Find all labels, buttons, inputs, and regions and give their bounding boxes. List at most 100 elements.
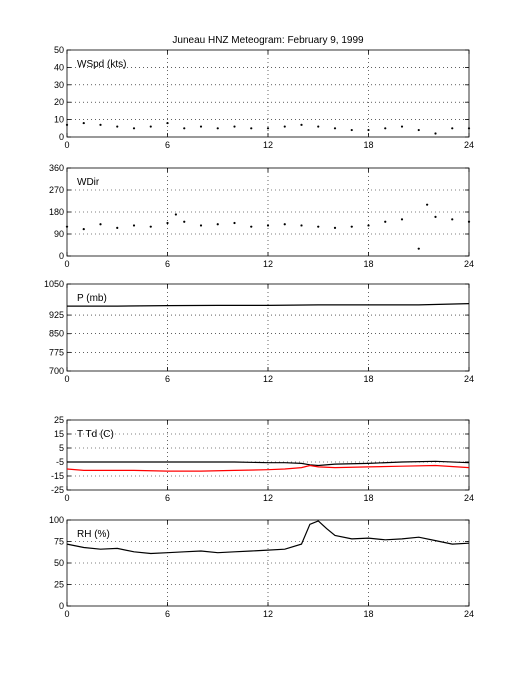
x-tick-label: 0 [64, 609, 69, 619]
y-tick-label: 5 [59, 443, 64, 453]
x-tick-label: 18 [363, 609, 373, 619]
y-tick-label: 90 [54, 229, 64, 239]
data-point [367, 224, 370, 227]
panel-3: 0 6 12 18 24 -25 -15 -5 5 15 25 T Td (C) [51, 415, 474, 503]
data-point [149, 125, 152, 128]
panel-label: WSpd (kts) [77, 59, 126, 70]
y-tick-label: 0 [59, 251, 64, 261]
panel-0: 0 6 12 18 24 0 10 20 30 40 50 WSpd (kts) [54, 45, 474, 150]
y-tick-label: -5 [56, 457, 64, 467]
data-point [216, 223, 219, 226]
data-point [467, 127, 471, 130]
data-point [183, 127, 186, 130]
x-tick-label: 24 [464, 140, 474, 150]
data-point [384, 220, 387, 223]
panel-1: 0 6 12 18 24 0 90 180 270 360 WDir [49, 163, 474, 269]
x-tick-label: 18 [363, 493, 373, 503]
y-tick-label: 360 [49, 163, 64, 173]
y-tick-label: 25 [54, 415, 64, 425]
data-point [451, 218, 454, 221]
data-point [317, 125, 320, 128]
data-point [266, 224, 270, 227]
x-tick-label: 6 [165, 493, 170, 503]
series-0 [65, 203, 471, 250]
series-line-0 [66, 520, 470, 555]
series-line-0 [67, 303, 470, 307]
data-point [82, 228, 85, 231]
x-tick-label: 6 [165, 374, 170, 384]
series-0 [65, 121, 471, 135]
x-tick-label: 6 [165, 140, 170, 150]
data-point [350, 128, 353, 132]
data-point [426, 203, 429, 206]
data-point [233, 221, 236, 225]
x-tick-label: 18 [363, 259, 373, 269]
y-tick-label: 270 [49, 185, 64, 195]
data-point [199, 224, 203, 227]
data-point [300, 224, 303, 227]
data-point [400, 218, 404, 221]
data-point [367, 128, 370, 132]
series-line-1 [66, 464, 470, 472]
data-point [82, 121, 85, 125]
x-tick-label: 18 [363, 374, 373, 384]
data-point [384, 127, 387, 130]
data-point [300, 123, 303, 126]
data-point [149, 225, 152, 228]
y-tick-label: 50 [54, 45, 64, 55]
data-point [166, 221, 169, 225]
panel-4: 0 6 12 18 24 0 25 50 75 100 RH (%) [49, 515, 474, 619]
y-tick-label: 100 [49, 515, 64, 525]
y-tick-label: 700 [49, 366, 64, 376]
y-tick-label: 1050 [44, 279, 64, 289]
y-tick-label: 15 [54, 429, 64, 439]
panel-label: P (mb) [77, 293, 107, 304]
data-point [99, 223, 102, 226]
data-point [350, 225, 353, 228]
x-tick-label: 0 [64, 140, 69, 150]
y-tick-label: 10 [54, 115, 64, 125]
data-point [166, 121, 169, 125]
y-tick-label: 25 [54, 580, 64, 590]
data-point [283, 125, 286, 128]
data-point [333, 226, 337, 229]
data-point [434, 132, 437, 135]
data-point [417, 128, 420, 132]
x-tick-label: 24 [464, 609, 474, 619]
axes-box [66, 283, 470, 372]
y-tick-label: -15 [51, 471, 64, 481]
data-point [250, 127, 253, 130]
axes-box [66, 419, 470, 491]
data-point [400, 125, 404, 128]
y-tick-label: 40 [54, 62, 64, 72]
data-point [266, 127, 270, 130]
data-point [467, 220, 471, 223]
x-tick-label: 12 [263, 259, 273, 269]
x-tick-label: 0 [64, 259, 69, 269]
data-point [116, 125, 119, 128]
x-tick-label: 24 [464, 493, 474, 503]
data-point [434, 215, 437, 218]
x-tick-label: 12 [263, 140, 273, 150]
x-tick-label: 18 [363, 140, 373, 150]
axes-box [66, 49, 470, 138]
panel-label: WDir [77, 177, 100, 188]
data-point [417, 247, 420, 250]
data-point [132, 224, 136, 227]
x-tick-label: 12 [263, 609, 273, 619]
data-point [174, 213, 177, 216]
y-tick-label: 180 [49, 207, 64, 217]
data-point [132, 127, 136, 130]
data-point [116, 226, 119, 229]
x-tick-label: 0 [64, 374, 69, 384]
series-line-0 [67, 460, 470, 467]
x-tick-label: 6 [165, 609, 170, 619]
x-tick-label: 24 [464, 374, 474, 384]
y-tick-label: 925 [49, 310, 64, 320]
data-point [65, 123, 69, 126]
y-tick-label: 30 [54, 80, 64, 90]
figure-title: Juneau HNZ Meteogram: February 9, 1999 [172, 35, 364, 46]
y-tick-label: 0 [59, 601, 64, 611]
